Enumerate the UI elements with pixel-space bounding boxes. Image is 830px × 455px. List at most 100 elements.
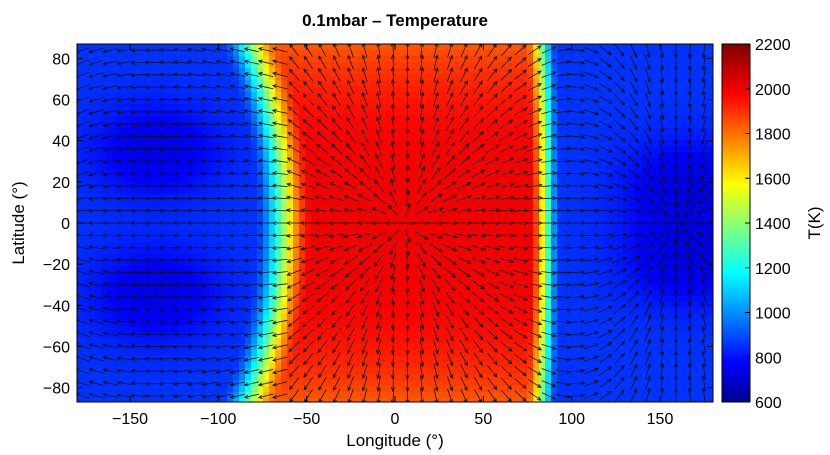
heatmap-cell (563, 242, 570, 249)
heatmap-cell (191, 272, 198, 279)
heatmap-cell (545, 290, 552, 297)
heatmap-cell (257, 188, 264, 195)
heatmap-cell (263, 362, 270, 369)
heatmap-cell (227, 266, 234, 273)
heatmap-cell (239, 62, 246, 69)
heatmap-cell (209, 62, 216, 69)
heatmap-cell (503, 224, 510, 231)
heatmap-cell (527, 44, 534, 51)
heatmap-cell (119, 68, 126, 75)
heatmap-cell (113, 272, 120, 279)
heatmap-cell (257, 122, 264, 129)
heatmap-cell (395, 164, 402, 171)
heatmap-cell (359, 344, 366, 351)
heatmap-cell (425, 272, 432, 279)
heatmap-cell (161, 362, 168, 369)
heatmap-cell (263, 122, 270, 129)
heatmap-cell (203, 44, 210, 51)
heatmap-cell (293, 182, 300, 189)
heatmap-cell (497, 350, 504, 357)
heatmap-cell (449, 254, 456, 261)
heatmap-cell (437, 236, 444, 243)
heatmap-cell (527, 122, 534, 129)
heatmap-cell (533, 146, 540, 153)
heatmap-cell (377, 320, 384, 327)
heatmap-cell (125, 296, 132, 303)
heatmap-cell (515, 74, 522, 81)
heatmap-cell (89, 146, 96, 153)
heatmap-cell (209, 86, 216, 93)
heatmap-cell (467, 134, 474, 141)
heatmap-cell (203, 98, 210, 105)
heatmap-cell (413, 224, 420, 231)
heatmap-cell (341, 158, 348, 165)
heatmap-cell (479, 212, 486, 219)
heatmap-cell (359, 326, 366, 333)
heatmap-cell (329, 242, 336, 249)
heatmap-cell (113, 374, 120, 381)
heatmap-cell (533, 314, 540, 321)
heatmap-cell (293, 350, 300, 357)
heatmap-cell (527, 176, 534, 183)
heatmap-cell (437, 320, 444, 327)
heatmap-cell (197, 374, 204, 381)
heatmap-cell (557, 344, 564, 351)
heatmap-cell (77, 332, 84, 339)
heatmap-cell (269, 332, 276, 339)
heatmap-cell (287, 314, 294, 321)
heatmap-cell (281, 74, 288, 81)
heatmap-cell (551, 326, 558, 333)
heatmap-cell (185, 92, 192, 99)
heatmap-cell (269, 290, 276, 297)
heatmap-cell (365, 230, 372, 237)
heatmap-cell (323, 170, 330, 177)
heatmap-cell (293, 218, 300, 225)
heatmap-cell (395, 314, 402, 321)
heatmap-cell (167, 350, 174, 357)
heatmap-cell (257, 302, 264, 309)
heatmap-cell (287, 170, 294, 177)
heatmap-cell (125, 134, 132, 141)
heatmap-cell (311, 242, 318, 249)
heatmap-cell (413, 128, 420, 135)
heatmap-cell (287, 98, 294, 105)
heatmap-cell (431, 392, 438, 399)
heatmap-cell (545, 164, 552, 171)
heatmap-cell (515, 392, 522, 399)
heatmap-cell (299, 248, 306, 255)
heatmap-cell (533, 272, 540, 279)
heatmap-cell (371, 242, 378, 249)
heatmap-cell (347, 326, 354, 333)
heatmap-cell (425, 74, 432, 81)
heatmap-cell (179, 122, 186, 129)
heatmap-cell (275, 248, 282, 255)
heatmap-cell (485, 116, 492, 123)
heatmap-cell (491, 104, 498, 111)
heatmap-cell (179, 62, 186, 69)
heatmap-cell (89, 380, 96, 387)
heatmap-cell (479, 74, 486, 81)
heatmap-cell (425, 62, 432, 69)
heatmap-cell (239, 212, 246, 219)
heatmap-cell (305, 296, 312, 303)
heatmap-cell (545, 122, 552, 129)
heatmap-cell (443, 50, 450, 57)
heatmap-cell (227, 164, 234, 171)
heatmap-cell (407, 374, 414, 381)
heatmap-cell (77, 98, 84, 105)
heatmap-cell (251, 224, 258, 231)
heatmap-cell (101, 128, 108, 135)
heatmap-cell (497, 146, 504, 153)
heatmap-cell (143, 308, 150, 315)
heatmap-cell (359, 296, 366, 303)
heatmap-cell (329, 368, 336, 375)
heatmap-cell (443, 386, 450, 393)
heatmap-cell (395, 194, 402, 201)
heatmap-cell (467, 140, 474, 147)
heatmap-cell (221, 74, 228, 81)
heatmap-cell (125, 146, 132, 153)
heatmap-cell (137, 344, 144, 351)
heatmap-cell (239, 236, 246, 243)
heatmap-cell (485, 98, 492, 105)
heatmap-cell (101, 374, 108, 381)
